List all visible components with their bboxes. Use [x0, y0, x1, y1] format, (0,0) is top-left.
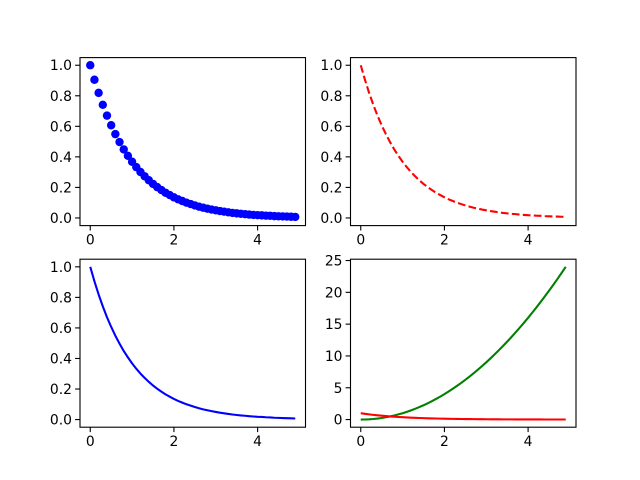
x-tick-label: 0: [356, 434, 365, 450]
point: [94, 88, 103, 98]
point: [106, 121, 116, 130]
x-tick-label: 0: [86, 233, 95, 249]
x-tick-label: 4: [524, 233, 533, 249]
y-tick-label: 0.0: [50, 413, 72, 429]
x-tick-label: 4: [253, 434, 262, 450]
subplot: 0 2 4 0.0 0.2 0.4 0.6 0.8 1.0: [50, 57, 307, 249]
plot-area: [89, 266, 296, 420]
y-tick-label: 1.0: [50, 260, 72, 276]
y-tick-label: 5: [334, 381, 343, 397]
point: [90, 75, 99, 84]
y-tick-label: 0.4: [320, 150, 342, 166]
subplot: 0 2 4 0.0 0.2 0.4 0.6 0.8 1.0: [50, 258, 307, 450]
plot-area: [360, 266, 567, 421]
plot-area: [359, 64, 566, 218]
y-tick-label: 0.4: [50, 150, 72, 166]
point: [115, 137, 124, 147]
y-tick-label: 0.6: [50, 119, 72, 135]
y-tick-label: 0.2: [50, 382, 72, 398]
y-tick-label: 15: [325, 317, 343, 333]
y-tick-label: 1.0: [50, 58, 72, 74]
axes-frame: [349, 57, 577, 227]
axes-frame: [349, 258, 577, 428]
y-tick-label: 1.0: [320, 58, 342, 74]
point: [86, 61, 95, 70]
y-tick-label: 0.8: [320, 89, 342, 105]
point: [98, 100, 108, 109]
point: [111, 129, 120, 139]
line: [359, 64, 566, 218]
y-tick-label: 25: [325, 254, 343, 270]
point: [291, 212, 300, 222]
line: [89, 266, 296, 420]
y-tick-label: 0.4: [50, 351, 72, 367]
y-tick-label: 0: [334, 413, 343, 429]
y-tick-label: 10: [325, 349, 343, 365]
axes-frame: [79, 258, 307, 428]
subplot: 0 2 4 0 5 10 15 20 25: [325, 254, 577, 450]
y-tick-label: 0.2: [50, 180, 72, 196]
y-tick-label: 20: [325, 285, 343, 301]
plot-area: [86, 61, 300, 222]
point: [119, 145, 128, 154]
x-tick-label: 2: [170, 434, 179, 450]
point: [102, 111, 112, 120]
axes-frame: [79, 57, 307, 227]
x-tick-label: 2: [440, 434, 449, 450]
y-tick-label: 0.0: [320, 211, 342, 227]
x-tick-label: 0: [86, 434, 95, 450]
y-tick-label: 0.6: [50, 321, 72, 337]
point: [123, 151, 133, 161]
y-tick-label: 0.0: [50, 211, 72, 227]
x-tick-label: 2: [440, 233, 449, 249]
x-tick-label: 0: [356, 233, 365, 249]
y-tick-label: 0.6: [320, 119, 342, 135]
y-tick-label: 0.2: [320, 180, 342, 196]
subplot: 0 2 4 0.0 0.2 0.4 0.6 0.8 1.0: [320, 57, 577, 249]
x-tick-label: 2: [170, 233, 179, 249]
y-tick-label: 0.8: [50, 290, 72, 306]
line: [360, 266, 567, 421]
line: [360, 412, 566, 421]
x-tick-label: 4: [253, 233, 262, 249]
y-tick-label: 0.8: [50, 89, 72, 105]
x-tick-label: 4: [524, 434, 533, 450]
